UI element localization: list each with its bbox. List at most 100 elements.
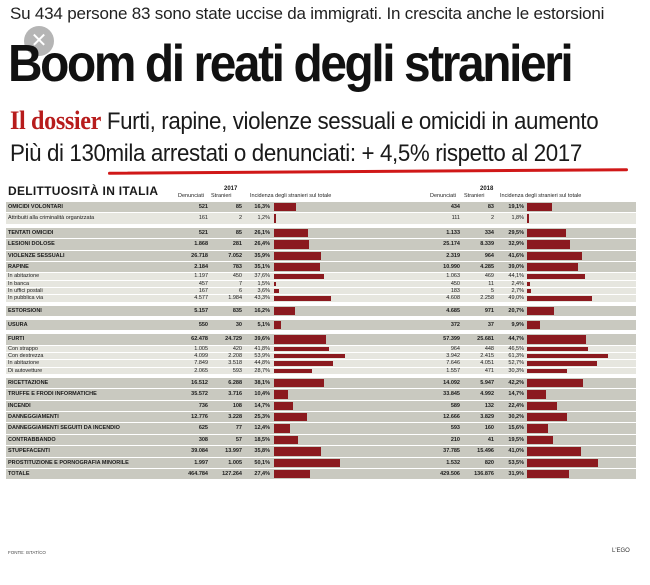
stranieri-2017: 13.997 xyxy=(225,448,242,455)
incidence-bar-2017 xyxy=(274,281,276,286)
close-icon[interactable]: ✕ xyxy=(24,26,54,56)
row-label: STUPEFACENTI xyxy=(8,448,50,455)
percent-2017: 1,5% xyxy=(257,280,270,287)
incidence-bar-2017 xyxy=(274,458,341,468)
incidence-bar-2018 xyxy=(527,306,555,315)
table-row: DANNEGGIAMENTI 12.776 3.228 25,3% 12.666 3.82… xyxy=(6,412,636,423)
percent-2017: 44,8% xyxy=(254,360,270,367)
denunciati-2018: 589 xyxy=(450,402,460,409)
table-row: TOTALE 464.784 127.264 27,4% 429.506 136.876 3… xyxy=(6,469,636,480)
denunciati-2017: 39.084 xyxy=(191,448,208,455)
row-label: TRUFFE E FRODI INFORMATICHE xyxy=(8,391,97,398)
percent-2018: 29,5% xyxy=(508,229,524,236)
stranieri-2017: 57 xyxy=(235,436,242,443)
incidence-bar-2017 xyxy=(274,424,291,433)
incidence-bar-2018 xyxy=(527,203,553,212)
stranieri-2018: 41 xyxy=(487,436,494,443)
stranieri-2018: 37 xyxy=(487,321,494,328)
table-row: CONTRABBANDO 308 57 18,5% 210 41 19,5% xyxy=(6,434,636,446)
stranieri-2018: 136.876 xyxy=(474,471,494,478)
incidence-bar-2018 xyxy=(527,401,557,411)
row-label: LESIONI DOLOSE xyxy=(8,241,55,248)
table-row: DANNEGGIAMENTI SEGUITI DA INCENDIO 625 77 1… xyxy=(6,423,636,434)
row-label: DANNEGGIAMENTI SEGUITI DA INCENDIO xyxy=(8,425,120,432)
stranieri-2017: 783 xyxy=(232,263,242,270)
incidence-bar-2018 xyxy=(527,447,582,456)
stranieri-2017: 1.984 xyxy=(228,295,242,302)
dossier-text: Furti, rapine, violenze sessuali e omici… xyxy=(106,108,599,135)
incidence-bar-2017 xyxy=(274,335,327,344)
stranieri-2018: 3.829 xyxy=(480,414,494,421)
stranieri-2017: 2.208 xyxy=(228,353,242,359)
incidence-bar-2018 xyxy=(527,378,583,388)
incidence-bar-2017 xyxy=(274,296,332,301)
row-label: Con strappo xyxy=(8,345,38,352)
incidence-bar-2018 xyxy=(527,281,531,286)
stranieri-2017: 85 xyxy=(235,229,242,236)
incidence-bar-2017 xyxy=(274,447,322,456)
denunciati-2017: 736 xyxy=(198,402,208,409)
table-row: Con strappo 1.005 420 41,8% 964 448 46,5% xyxy=(6,345,636,352)
table-row: Con destrezza 4.099 2.208 53,9% 3.942 2.415 61… xyxy=(6,353,636,360)
percent-2018: 46,5% xyxy=(508,345,524,352)
table-row: LESIONI DOLOSE 1.868 281 26,4% 25.174 8.339 32… xyxy=(6,239,636,250)
incidence-bar-2018 xyxy=(527,413,567,422)
stranieri-2017: 77 xyxy=(235,425,242,432)
table-row: VIOLENZE SESSUALI 26.718 7.052 35,9% 2.319 96… xyxy=(6,250,636,261)
table-row: STUPEFACENTI 39.084 13.997 35,8% 37.785 15.49… xyxy=(6,446,636,457)
incidence-bar-2018 xyxy=(527,335,586,344)
percent-2017: 35,9% xyxy=(254,252,270,259)
denunciati-2018: 14.092 xyxy=(443,379,460,386)
stranieri-2017: 24.729 xyxy=(225,336,242,343)
row-label: TOTALE xyxy=(8,471,30,478)
denunciati-2017: 464.784 xyxy=(188,471,208,478)
table-row: In banca 457 7 1,5% 450 11 2,4% xyxy=(6,280,636,287)
stranieri-2018: 83 xyxy=(487,204,494,210)
table-row: In abitazione 7.849 3.518 44,8% 7.646 4.051 52… xyxy=(6,360,636,367)
stranieri-2017: 1.005 xyxy=(228,459,242,466)
row-label: In abitazione xyxy=(8,273,40,280)
table-row: In pubblica via 4.577 1.984 43,3% 4.608 2.258… xyxy=(6,295,636,302)
incidence-bar-2017 xyxy=(274,214,276,223)
incidence-bar-2018 xyxy=(527,470,570,479)
denunciati-2017: 4.099 xyxy=(194,353,208,359)
stranieri-2018: 160 xyxy=(484,425,494,432)
row-label: In uffici postali xyxy=(8,287,43,294)
stranieri-2018: 471 xyxy=(484,367,494,374)
incidence-bar-2017 xyxy=(274,251,322,260)
denunciati-2018: 37.785 xyxy=(443,448,460,455)
percent-2018: 2,7% xyxy=(511,287,524,294)
denunciati-2018: 33.845 xyxy=(443,391,460,398)
denunciati-2018: 7.646 xyxy=(446,360,460,367)
denunciati-2017: 457 xyxy=(198,280,208,287)
percent-2018: 20,7% xyxy=(508,307,524,314)
stranieri-2018: 2 xyxy=(490,215,494,222)
table-row: TRUFFE E FRODI INFORMATICHE 35.572 3.716 10… xyxy=(6,389,636,400)
stranieri-2017: 6 xyxy=(238,287,242,294)
incidence-bar-2018 xyxy=(527,274,586,279)
denunciati-2017: 625 xyxy=(198,425,208,432)
percent-2017: 28,7% xyxy=(254,367,270,374)
stranieri-2018: 11 xyxy=(488,280,494,287)
incidence-bar-2017 xyxy=(274,368,312,373)
percent-2018: 9,9% xyxy=(511,321,524,328)
table-row: TENTATI OMICIDI 521 85 26,1% 1.133 334 29,5% xyxy=(6,227,636,239)
denunciati-2017: 12.776 xyxy=(191,414,208,421)
row-label: TENTATI OMICIDI xyxy=(8,229,54,236)
percent-2018: 30,3% xyxy=(508,367,524,374)
percent-2017: 39,6% xyxy=(254,336,270,343)
denunciati-2017: 161 xyxy=(198,215,208,222)
header-stranieri-2018: Stranieri xyxy=(464,193,485,199)
incidence-bar-2017 xyxy=(274,240,309,249)
percent-2018: 44,7% xyxy=(508,336,524,343)
percent-2018: 30,2% xyxy=(508,414,524,421)
incidence-bar-2018 xyxy=(527,346,589,351)
stranieri-2018: 4.992 xyxy=(480,391,494,398)
table-row: ESTORSIONI 5.157 835 16,2% 4.685 971 20,7% xyxy=(6,305,636,316)
row-label: In banca xyxy=(8,280,30,287)
percent-2017: 16,2% xyxy=(254,307,270,314)
incidence-bar-2017 xyxy=(274,413,308,422)
stranieri-2017: 7 xyxy=(238,280,242,287)
stranieri-2018: 469 xyxy=(484,273,494,280)
stranieri-2018: 5 xyxy=(490,287,494,294)
